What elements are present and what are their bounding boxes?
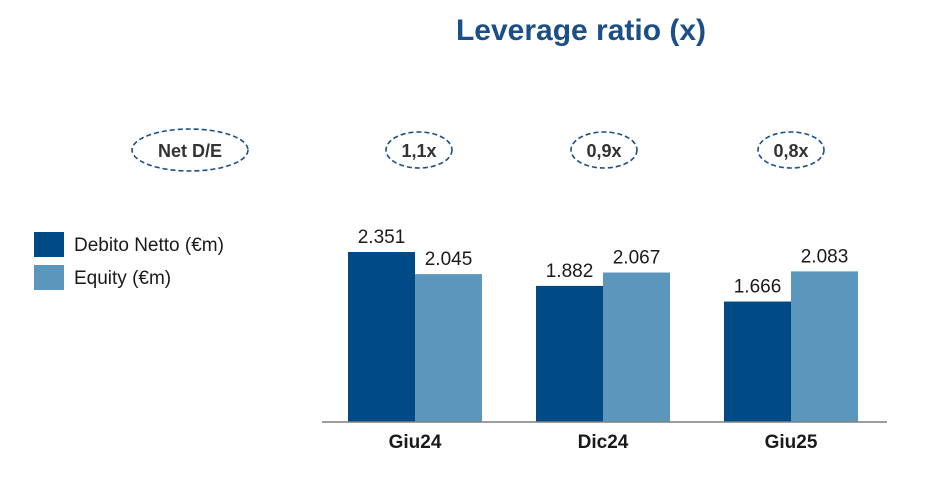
bar-debito-netto-giu24 bbox=[348, 252, 415, 422]
net-de-ratios: 1,1x 0,9x 0,8x bbox=[385, 131, 825, 169]
bars bbox=[348, 252, 858, 422]
value-labels: 2.351 2.045 1.882 2.067 1.666 2.083 bbox=[358, 227, 849, 298]
value-label-debito-netto-giu25: 1.666 bbox=[734, 277, 782, 298]
chart-title: Leverage ratio (x) bbox=[456, 14, 706, 47]
legend-label-debito-netto: Debito Netto (€m) bbox=[74, 235, 224, 256]
net-de-ellipse bbox=[131, 128, 249, 172]
legend-swatch-equity bbox=[34, 265, 64, 290]
bar-debito-netto-dic24 bbox=[536, 285, 603, 422]
category-label-giu24: Giu24 bbox=[389, 432, 442, 453]
value-label-debito-netto-giu24: 2.351 bbox=[358, 227, 406, 248]
ratio-label-giu25: 0,8x bbox=[773, 141, 808, 161]
bar-debito-netto-giu25 bbox=[724, 301, 791, 422]
category-label-dic24: Dic24 bbox=[578, 432, 629, 453]
ratio-ellipse-dic24 bbox=[570, 131, 638, 169]
value-label-equity-dic24: 2.067 bbox=[613, 248, 661, 269]
ratio-label-dic24: 0,9x bbox=[586, 141, 621, 161]
net-de-label: Net D/E bbox=[158, 141, 222, 161]
value-label-debito-netto-dic24: 1.882 bbox=[546, 261, 594, 282]
legend-swatch-debito-netto bbox=[34, 232, 64, 257]
category-label-giu25: Giu25 bbox=[765, 432, 818, 453]
bar-equity-giu25 bbox=[791, 271, 858, 422]
category-labels: Giu24 Dic24 Giu25 bbox=[389, 432, 818, 453]
ratio-ellipse-giu24 bbox=[385, 131, 453, 169]
value-label-equity-giu25: 2.083 bbox=[801, 246, 849, 267]
bar-equity-giu24 bbox=[415, 274, 482, 422]
ratio-label-giu24: 1,1x bbox=[401, 141, 436, 161]
value-label-equity-giu24: 2.045 bbox=[425, 249, 473, 270]
ratio-ellipse-giu25 bbox=[757, 131, 825, 169]
legend: Debito Netto (€m) Equity (€m) bbox=[34, 232, 224, 290]
bar-equity-dic24 bbox=[603, 272, 670, 422]
legend-label-equity: Equity (€m) bbox=[74, 268, 171, 289]
net-de-row: Net D/E 1,1x 0,9x 0,8x bbox=[131, 128, 825, 172]
